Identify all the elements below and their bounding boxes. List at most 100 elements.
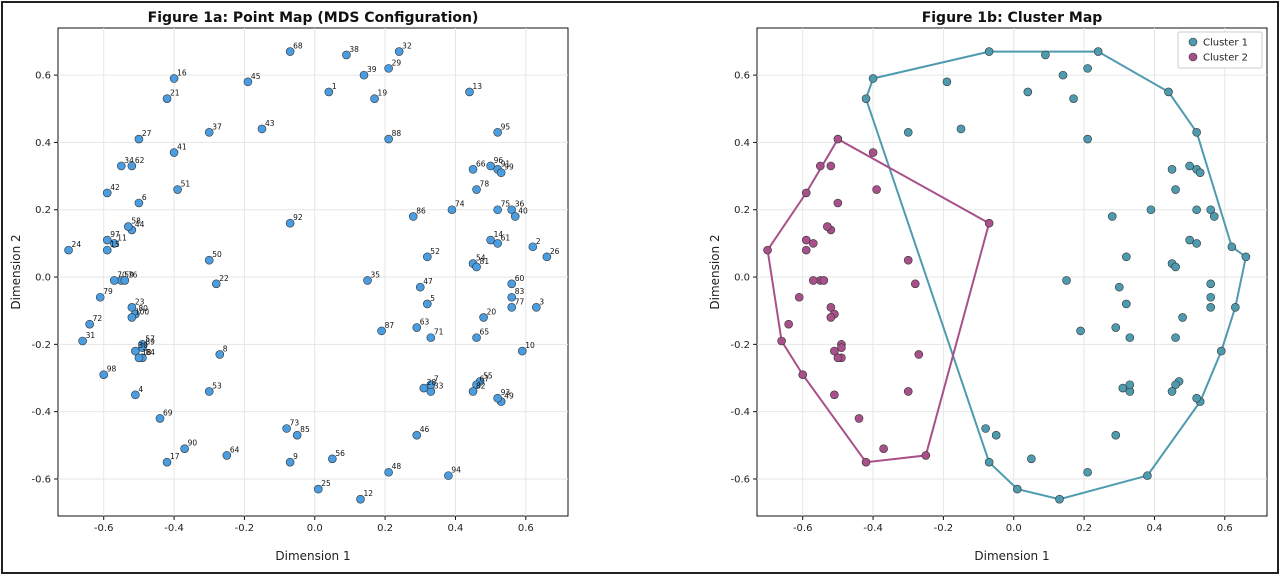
point-51 (173, 185, 182, 194)
cluster-1-point-43 (1192, 205, 1201, 215)
point-63 (412, 323, 422, 332)
point-7 (426, 380, 436, 390)
tick-label-x-6: 0.6 (518, 523, 534, 534)
point-61 (493, 239, 502, 248)
cluster-1-point-37 (1167, 165, 1177, 174)
tick-label-x-1: -0.4 (863, 523, 883, 534)
point-label-50: 50 (212, 250, 222, 259)
point-label-95: 95 (501, 122, 511, 131)
point-label-66: 66 (476, 159, 486, 168)
point-label-96: 96 (494, 156, 504, 165)
cluster-1-point-60 (1125, 380, 1135, 390)
point-47 (415, 282, 425, 292)
point-18 (134, 353, 144, 363)
cluster-2-point-2 (914, 350, 924, 359)
point-label-26: 26 (550, 247, 560, 256)
cluster-1-point-13 (1241, 252, 1251, 262)
cluster-1-point-61 (1118, 383, 1128, 393)
point-label-6: 6 (142, 193, 147, 202)
cluster-1-point-47 (1167, 387, 1177, 396)
point-65 (472, 333, 481, 342)
point-label-7: 7 (434, 375, 439, 384)
cluster-1-point-15 (1093, 47, 1103, 56)
point-label-12: 12 (363, 489, 373, 498)
cluster-2-point-15 (903, 387, 913, 396)
cluster-1-point-50 (1107, 212, 1117, 221)
y-axis-label-1a: Dimension 2 (9, 234, 23, 309)
points-1b (763, 47, 1251, 504)
cluster-2-point-9 (816, 161, 825, 171)
cluster-2-point-7 (833, 134, 843, 144)
point-label-24: 24 (72, 240, 82, 249)
point-40 (510, 212, 520, 221)
point-70 (109, 276, 119, 285)
cluster-2-point-25 (794, 292, 804, 302)
cluster-hull-1 (864, 50, 1248, 501)
cluster-1-point-25 (1111, 430, 1121, 440)
point-label-25: 25 (321, 479, 331, 488)
cluster-2-point-19 (826, 161, 836, 171)
point-label-70: 70 (117, 270, 127, 279)
cluster-1-point-34 (1192, 239, 1201, 248)
point-31 (78, 336, 87, 346)
point-label-22: 22 (219, 274, 229, 283)
point-label-35: 35 (371, 270, 381, 279)
point-26 (542, 252, 552, 262)
point-39 (359, 70, 369, 80)
cluster-1-point-4 (1216, 346, 1226, 356)
point-label-49: 49 (504, 392, 514, 401)
point-83 (507, 292, 517, 302)
cluster-2-point-13 (903, 255, 913, 265)
point-label-47: 47 (423, 277, 433, 286)
point-25 (313, 484, 323, 494)
cluster-1-point-46 (1171, 262, 1180, 272)
point-36 (507, 205, 517, 215)
cluster-1-point-32 (1027, 454, 1036, 464)
tick-label-x-2: -0.2 (235, 523, 255, 534)
point-85 (292, 430, 302, 440)
cluster-1-point-6 (1164, 87, 1173, 97)
point-28 (419, 383, 429, 393)
point-label-9: 9 (293, 452, 298, 461)
cluster-2-point-11 (801, 188, 811, 198)
cluster-2-point-8 (777, 336, 786, 346)
tick-label-x-4: 0.2 (377, 523, 393, 534)
point-label-81: 81 (480, 257, 490, 266)
point-45 (243, 77, 253, 87)
point-label-27: 27 (142, 129, 152, 138)
cluster-1-point-10 (1178, 313, 1187, 322)
point-label-19: 19 (378, 89, 388, 98)
point-48 (384, 467, 393, 477)
point-label-45: 45 (251, 72, 261, 81)
point-37 (204, 128, 214, 137)
point-72 (85, 319, 94, 329)
cluster-2-point-33 (801, 245, 811, 255)
cluster-1-point-40 (1125, 333, 1135, 342)
point-label-56: 56 (335, 449, 345, 458)
cluster-2-point-21 (854, 414, 864, 423)
cluster-1-point-33 (1206, 279, 1216, 289)
point-label-48: 48 (392, 462, 402, 471)
cluster-1-point-42 (1146, 205, 1156, 215)
point-100 (127, 313, 137, 322)
point-label-89: 89 (145, 338, 155, 347)
point-label-73: 73 (290, 418, 300, 427)
cluster-1-point-55 (1143, 471, 1152, 480)
cluster-1-point-7 (1185, 235, 1194, 245)
point-label-77: 77 (515, 297, 525, 306)
point-label-97: 97 (110, 230, 120, 239)
tick-label-x-2: -0.2 (934, 523, 954, 534)
point-12 (356, 494, 365, 504)
cluster-2-point-28 (879, 444, 888, 453)
cluster-1-point-14 (1083, 64, 1092, 73)
cluster-2-point-22 (808, 276, 818, 285)
point-10 (517, 346, 527, 356)
tick-label-y-2: -0.2 (31, 340, 51, 351)
legend: Cluster 1 Cluster 2 (1177, 31, 1263, 69)
legend-label-cluster-2: Cluster 2 (1203, 53, 1248, 64)
point-label-30: 30 (138, 341, 148, 350)
point-label-63: 63 (420, 318, 430, 327)
point-label-54: 54 (476, 254, 486, 263)
cluster-1-point-57 (1185, 161, 1194, 171)
